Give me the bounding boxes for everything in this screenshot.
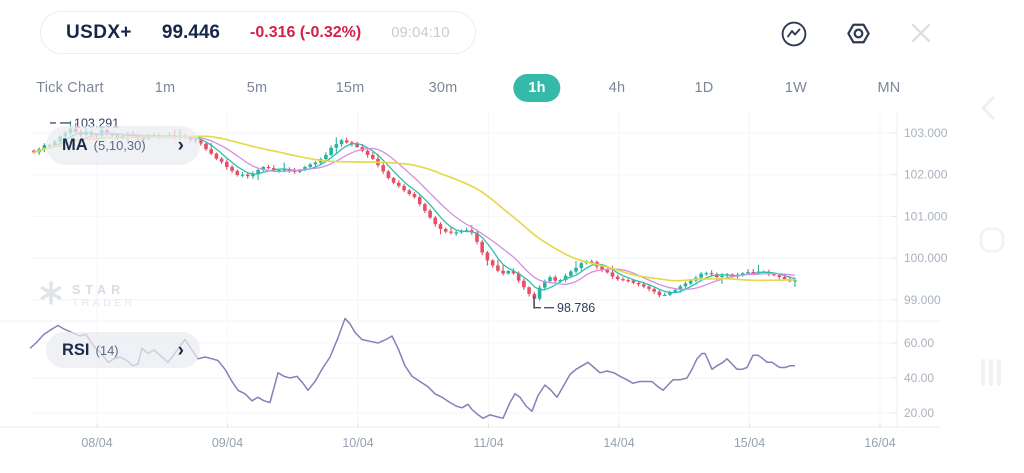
svg-text:14/04: 14/04 [603, 436, 634, 450]
tab-30m[interactable]: 30m [428, 80, 458, 96]
ma-indicator-name: MA [62, 136, 88, 154]
svg-text:100.000: 100.000 [904, 251, 948, 265]
date-axis-labels: 08/04 09/04 10/04 11/04 14/04 15/04 16/04 [81, 436, 895, 450]
close-icon[interactable] [909, 21, 933, 50]
svg-text:11/04: 11/04 [473, 436, 503, 450]
tab-mn[interactable]: MN [877, 80, 901, 96]
watermark-line2: TRADER [72, 296, 136, 309]
tab-tick-chart[interactable]: Tick Chart [36, 80, 104, 96]
svg-text:15/04: 15/04 [734, 436, 765, 450]
svg-text:40.00: 40.00 [904, 371, 934, 385]
tab-1m[interactable]: 1m [154, 80, 176, 96]
star-logo-icon [38, 280, 64, 311]
price-axis-labels: 103.000 102.000 101.000 100.000 99.000 [904, 126, 948, 307]
svg-text:101.000: 101.000 [904, 209, 948, 223]
svg-text:102.000: 102.000 [904, 168, 948, 182]
rsi-axis-labels: 60.00 40.00 20.00 [904, 336, 934, 420]
ma-indicator-params: (5,10,30) [93, 138, 146, 153]
tab-15m[interactable]: 15m [335, 80, 365, 96]
chevron-right-icon[interactable]: › [177, 339, 184, 361]
watermark-line1: STAR [72, 282, 126, 297]
quote-header: USDX+ 99.446 -0.316 (-0.32%) 09:04:10 [40, 11, 476, 54]
svg-text:08/04: 08/04 [81, 436, 112, 450]
svg-text:98.786: 98.786 [557, 301, 595, 315]
svg-text:09/04: 09/04 [212, 436, 243, 450]
tab-1w[interactable]: 1W [784, 80, 808, 96]
tab-4h[interactable]: 4h [608, 80, 626, 96]
tab-1d[interactable]: 1D [694, 80, 714, 96]
tab-5m[interactable]: 5m [246, 80, 268, 96]
svg-text:20.00: 20.00 [904, 406, 934, 420]
svg-text:60.00: 60.00 [904, 336, 934, 350]
svg-text:10/04: 10/04 [342, 436, 373, 450]
svg-text:103.000: 103.000 [904, 126, 948, 140]
pane-resize-grip-icon[interactable] [981, 359, 1001, 386]
ma-indicator-pill[interactable]: MA (5,10,30) › [46, 126, 200, 165]
collapse-panel-chevron-left-icon[interactable] [978, 95, 1000, 126]
last-price: 99.446 [161, 21, 221, 43]
chevron-right-icon[interactable]: › [177, 135, 184, 156]
session-low-label: 98.786 [533, 295, 595, 315]
indicators-button[interactable] [781, 21, 807, 52]
timeframe-tabs: Tick Chart 1m 5m 15m 30m 1h 4h 1D 1W MN [0, 70, 940, 106]
rounded-square-tool-icon[interactable] [979, 227, 1005, 258]
tab-1h[interactable]: 1h [513, 74, 561, 102]
candlestick-series[interactable] [32, 120, 797, 309]
rsi-indicator-name: RSI [62, 340, 90, 359]
watermark: STAR TRADER [38, 280, 136, 311]
rsi-indicator-params: (14) [95, 342, 119, 358]
settings-button[interactable] [845, 20, 872, 52]
svg-text:16/04: 16/04 [864, 436, 895, 450]
price-change: -0.316 (-0.32%) [250, 23, 362, 41]
svg-text:99.000: 99.000 [904, 293, 941, 307]
rsi-indicator-pill[interactable]: RSI (14) › [46, 332, 200, 368]
quote-time: 09:04:10 [391, 24, 450, 41]
grid [0, 112, 940, 428]
symbol-name: USDX+ [66, 21, 132, 43]
